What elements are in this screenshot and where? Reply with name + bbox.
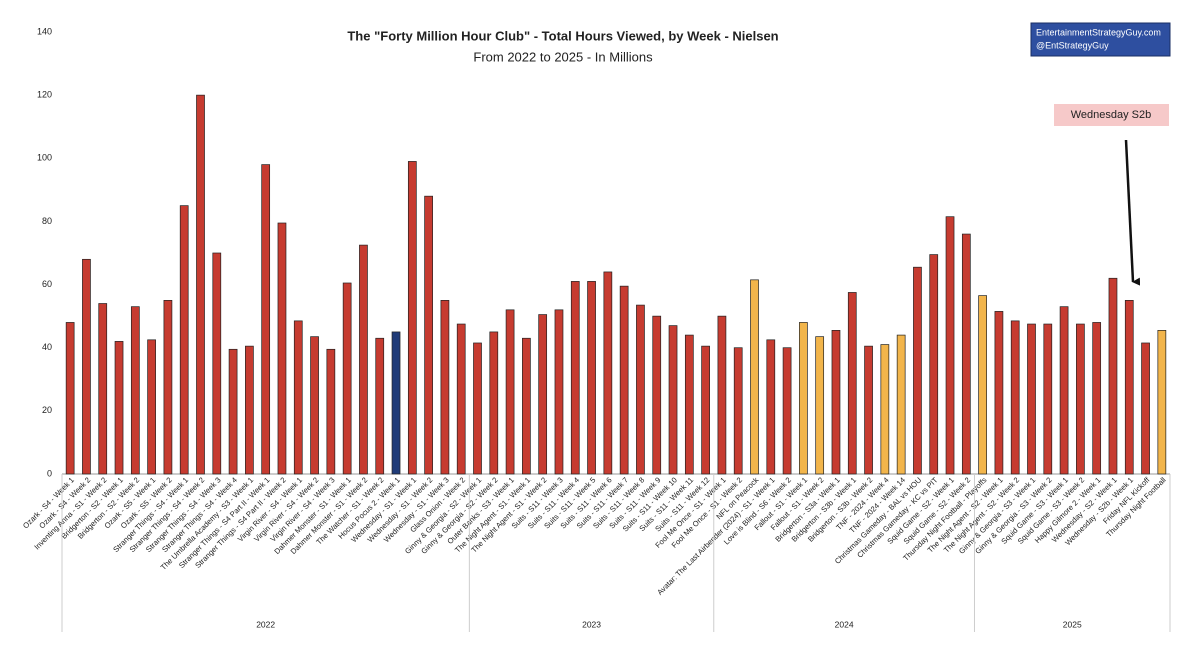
bar <box>1027 323 1036 475</box>
bar <box>815 336 825 475</box>
bar <box>1108 277 1118 475</box>
y-tick-label: 60 <box>42 279 52 289</box>
bar <box>261 164 271 475</box>
bar <box>98 303 108 475</box>
bar <box>359 244 368 475</box>
bar <box>310 336 319 475</box>
bar <box>326 348 336 475</box>
group-label: 2024 <box>835 619 854 629</box>
bar <box>978 295 987 475</box>
bar <box>684 334 694 475</box>
group-label: 2025 <box>1063 619 1082 629</box>
bar <box>782 347 792 475</box>
bar <box>424 195 433 475</box>
bar <box>1141 342 1150 475</box>
bar <box>847 292 857 475</box>
bar <box>733 347 743 475</box>
bar <box>701 345 710 475</box>
y-tick-label: 100 <box>37 153 52 163</box>
credit-box <box>1030 22 1171 57</box>
bar <box>228 348 238 475</box>
chart-subtitle: From 2022 to 2025 - In Millions <box>473 49 653 64</box>
bar <box>130 306 140 475</box>
bar <box>1092 322 1102 475</box>
bar <box>994 311 1004 475</box>
bar <box>407 161 417 475</box>
bar <box>1076 323 1085 475</box>
credit-text: @EntStrategyGuy <box>1036 40 1109 50</box>
bar <box>245 345 254 475</box>
y-tick-label: 80 <box>42 216 52 226</box>
bar <box>603 271 613 475</box>
bar <box>147 339 156 475</box>
bar <box>913 266 922 475</box>
bar <box>114 341 124 475</box>
credit-text: EntertainmentStrategyGuy.com <box>1036 27 1161 37</box>
bar <box>196 94 205 475</box>
bar <box>522 337 531 475</box>
y-tick-label: 140 <box>37 26 52 36</box>
bar <box>636 304 645 475</box>
bar <box>212 252 222 475</box>
bar <box>1059 306 1069 475</box>
y-tick-label: 20 <box>42 405 52 415</box>
bar <box>65 322 75 475</box>
bar <box>277 222 287 475</box>
bar <box>880 344 890 475</box>
bar <box>896 334 906 475</box>
bar <box>1157 330 1167 475</box>
bar <box>1010 320 1020 475</box>
bar <box>961 233 971 475</box>
y-tick-label: 0 <box>47 468 52 478</box>
bar <box>750 279 759 475</box>
bar <box>587 281 596 475</box>
bar <box>1124 300 1134 475</box>
bar <box>489 331 499 475</box>
bar <box>473 342 482 475</box>
bar <box>293 320 303 475</box>
bar <box>179 205 189 475</box>
bar <box>554 309 564 475</box>
bar <box>652 315 662 475</box>
annotation-box <box>1054 104 1169 126</box>
bar <box>619 285 629 475</box>
bar <box>375 337 385 475</box>
bar <box>391 331 401 475</box>
bar <box>505 309 515 475</box>
bar <box>831 330 841 475</box>
bar <box>945 216 955 475</box>
bar <box>799 322 808 475</box>
bar <box>717 315 727 475</box>
annotation-arrow <box>1124 139 1141 286</box>
annotation: Wednesday S2b <box>1071 109 1152 121</box>
bar <box>668 325 678 475</box>
group-label: 2022 <box>256 619 275 629</box>
bar <box>1043 323 1053 475</box>
bar <box>456 323 466 475</box>
bar <box>440 300 450 475</box>
bar <box>163 300 173 475</box>
bar <box>82 258 91 475</box>
bar <box>570 281 580 475</box>
bar <box>766 339 776 475</box>
bar <box>342 282 352 475</box>
y-tick-label: 40 <box>42 342 52 352</box>
chart-title: The "Forty Million Hour Club" - Total Ho… <box>347 28 778 43</box>
group-label: 2023 <box>582 619 601 629</box>
y-tick-label: 120 <box>37 90 52 100</box>
bar <box>929 254 939 475</box>
bar <box>864 345 873 475</box>
bar <box>538 314 548 475</box>
